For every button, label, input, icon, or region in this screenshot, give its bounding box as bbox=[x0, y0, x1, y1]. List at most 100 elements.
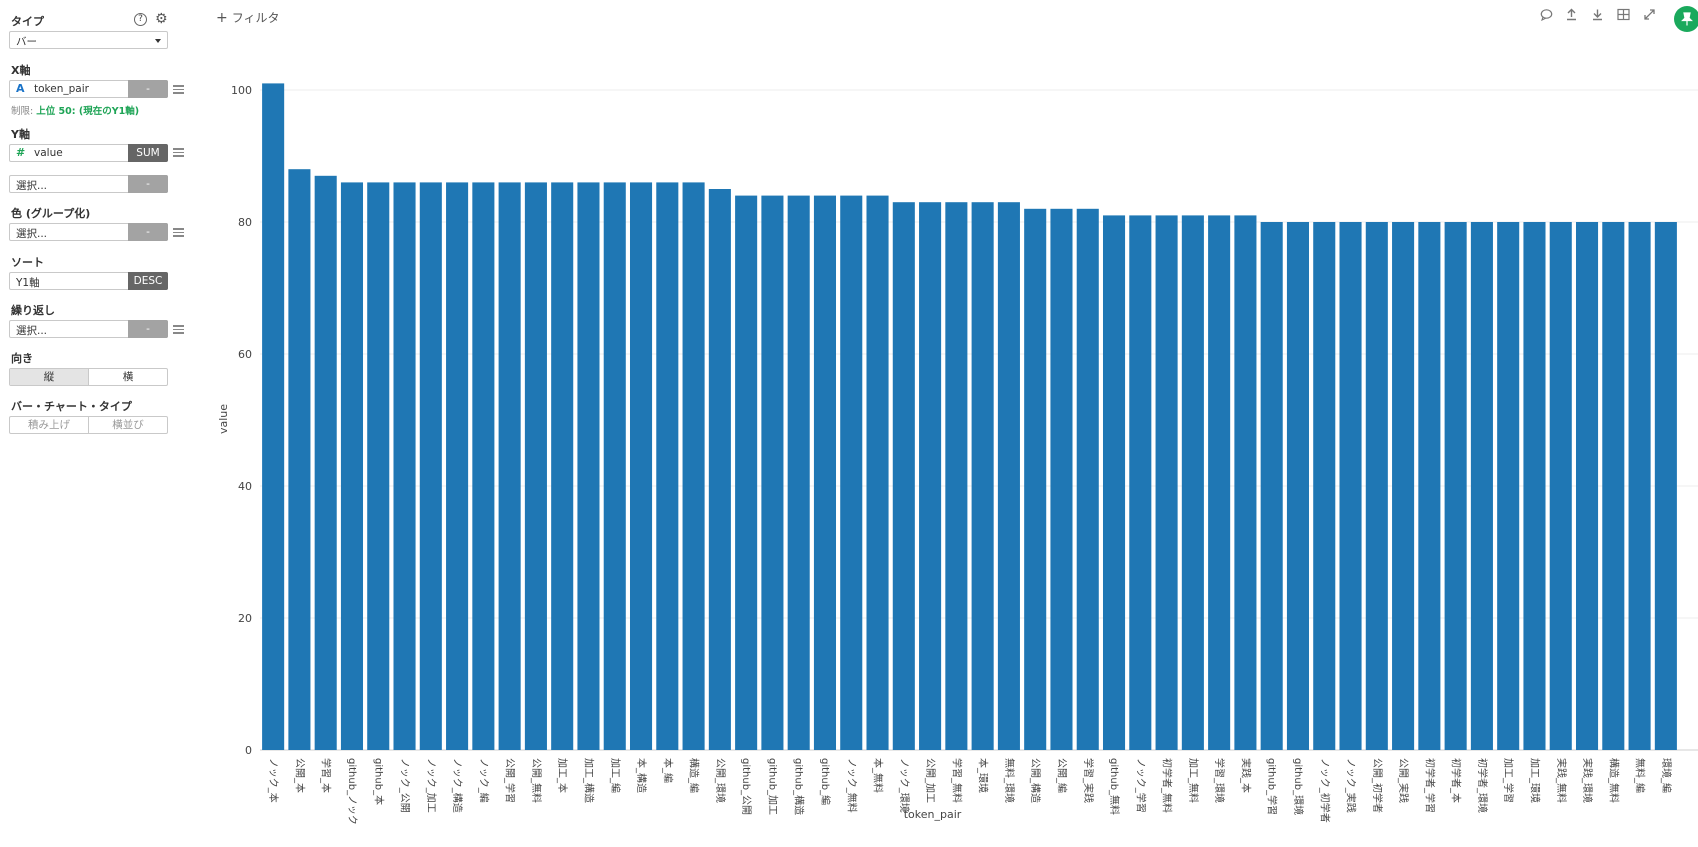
x-axis-aggregation-button[interactable]: - bbox=[128, 80, 168, 98]
bar[interactable] bbox=[761, 195, 784, 751]
bar[interactable] bbox=[1286, 222, 1310, 750]
y-axis-menu-icon[interactable] bbox=[173, 148, 184, 157]
bar[interactable] bbox=[1181, 215, 1204, 750]
bar[interactable] bbox=[919, 202, 942, 750]
y-axis-field-name: value bbox=[34, 147, 63, 159]
bar[interactable] bbox=[1523, 222, 1546, 750]
bar[interactable] bbox=[419, 182, 442, 750]
x-axis-limit[interactable]: 制限: 上位 50: (現在のY1軸) bbox=[11, 103, 139, 117]
comment-icon[interactable] bbox=[1540, 8, 1553, 25]
bar[interactable] bbox=[1575, 222, 1599, 750]
x-tick-label: 環境_編 bbox=[1660, 758, 1673, 793]
bar[interactable] bbox=[892, 202, 915, 750]
limit-value[interactable]: 上位 50: (現在のY1軸) bbox=[36, 106, 140, 117]
bar[interactable] bbox=[813, 195, 837, 751]
bar[interactable] bbox=[629, 182, 653, 750]
bar[interactable] bbox=[1050, 208, 1073, 751]
bar[interactable] bbox=[288, 169, 311, 750]
sort-label: ソート bbox=[11, 256, 44, 269]
bar[interactable] bbox=[262, 83, 285, 750]
x-tick-label: github_本 bbox=[372, 758, 385, 805]
table-icon[interactable] bbox=[1617, 8, 1630, 25]
bar[interactable] bbox=[945, 202, 968, 750]
repeat-field[interactable]: 選択... - bbox=[9, 320, 168, 338]
x-tick-label: 加工_構造 bbox=[582, 758, 595, 803]
x-axis-field[interactable]: A token_pair - bbox=[9, 80, 168, 98]
sort-field[interactable]: Y1軸 DESC bbox=[9, 272, 168, 290]
x-axis-title: token_pair bbox=[904, 808, 962, 821]
bar[interactable] bbox=[1102, 215, 1126, 750]
orientation-horizontal-option[interactable]: 横 bbox=[88, 369, 167, 385]
bar[interactable] bbox=[1339, 222, 1362, 750]
bar[interactable] bbox=[1418, 222, 1441, 750]
bar-type-grouped-option[interactable]: 横並び bbox=[88, 417, 167, 433]
bar[interactable] bbox=[866, 195, 889, 751]
color-menu-icon[interactable] bbox=[173, 228, 184, 237]
help-icon[interactable]: ? bbox=[134, 13, 147, 26]
bar[interactable] bbox=[997, 202, 1020, 750]
sort-direction-button[interactable]: DESC bbox=[128, 272, 168, 290]
bar[interactable] bbox=[1602, 222, 1625, 750]
bar[interactable] bbox=[1260, 222, 1283, 750]
bar[interactable] bbox=[498, 182, 521, 750]
bar[interactable] bbox=[1024, 208, 1047, 751]
download-icon[interactable] bbox=[1591, 8, 1604, 25]
x-tick-label: 無料_環境 bbox=[1003, 758, 1016, 803]
bar[interactable] bbox=[1365, 222, 1388, 750]
bar[interactable] bbox=[367, 182, 390, 750]
bar[interactable] bbox=[393, 182, 416, 750]
x-tick-label: 公開_学習 bbox=[504, 758, 517, 803]
bar[interactable] bbox=[1497, 222, 1520, 750]
bar[interactable] bbox=[1234, 215, 1257, 750]
bar[interactable] bbox=[971, 202, 994, 750]
x-axis-menu-icon[interactable] bbox=[173, 85, 184, 94]
bar[interactable] bbox=[1208, 215, 1231, 750]
orientation-vertical-option[interactable]: 縦 bbox=[10, 369, 88, 385]
bar[interactable] bbox=[1470, 222, 1493, 750]
bar[interactable] bbox=[682, 182, 705, 750]
bar[interactable] bbox=[656, 182, 679, 750]
y2-axis-aggregation-button[interactable]: - bbox=[128, 175, 168, 193]
y-axis-field[interactable]: # value SUM bbox=[9, 144, 168, 162]
add-filter-button[interactable]: + フィルタ bbox=[216, 9, 280, 26]
y-tick-label: 40 bbox=[238, 480, 252, 493]
bar[interactable] bbox=[551, 182, 574, 750]
orientation-label: 向き bbox=[11, 352, 33, 365]
bar[interactable] bbox=[1628, 222, 1651, 750]
bar[interactable] bbox=[577, 182, 600, 750]
bar-type-stacked-option[interactable]: 積み上げ bbox=[28, 419, 70, 431]
bar[interactable] bbox=[1313, 222, 1336, 750]
y-axis-aggregation-button[interactable]: SUM bbox=[128, 144, 168, 162]
bar[interactable] bbox=[446, 182, 469, 750]
bar[interactable] bbox=[1444, 222, 1467, 750]
bar[interactable] bbox=[340, 182, 364, 750]
upload-icon[interactable] bbox=[1565, 8, 1578, 25]
expand-icon[interactable] bbox=[1643, 8, 1656, 25]
bar[interactable] bbox=[472, 182, 495, 750]
bar[interactable] bbox=[1549, 222, 1572, 750]
y-tick-label: 100 bbox=[231, 84, 252, 97]
pin-icon[interactable] bbox=[1674, 6, 1698, 32]
bar[interactable] bbox=[1129, 215, 1152, 750]
y-axis-label: Y軸 bbox=[11, 128, 30, 141]
bar[interactable] bbox=[708, 189, 731, 750]
filter-label: フィルタ bbox=[231, 11, 280, 25]
color-aggregation-button[interactable]: - bbox=[128, 223, 168, 241]
y2-axis-field[interactable]: 選択... - bbox=[9, 175, 168, 193]
repeat-menu-icon[interactable] bbox=[173, 325, 184, 334]
repeat-aggregation-button[interactable]: - bbox=[128, 320, 168, 338]
bar[interactable] bbox=[524, 182, 547, 750]
bar[interactable] bbox=[314, 175, 337, 751]
bar[interactable] bbox=[1392, 222, 1415, 750]
bar[interactable] bbox=[603, 182, 626, 750]
bar[interactable] bbox=[787, 195, 810, 751]
x-tick-label: 実践_本 bbox=[1239, 758, 1252, 793]
bar[interactable] bbox=[735, 195, 758, 751]
bar[interactable] bbox=[840, 195, 863, 751]
bar[interactable] bbox=[1654, 222, 1677, 750]
gear-icon[interactable]: ⚙ bbox=[155, 11, 168, 27]
bar[interactable] bbox=[1155, 215, 1178, 750]
bar[interactable] bbox=[1076, 208, 1099, 751]
color-field[interactable]: 選択... - bbox=[9, 223, 168, 241]
chart-type-select[interactable]: バー bbox=[9, 31, 168, 49]
